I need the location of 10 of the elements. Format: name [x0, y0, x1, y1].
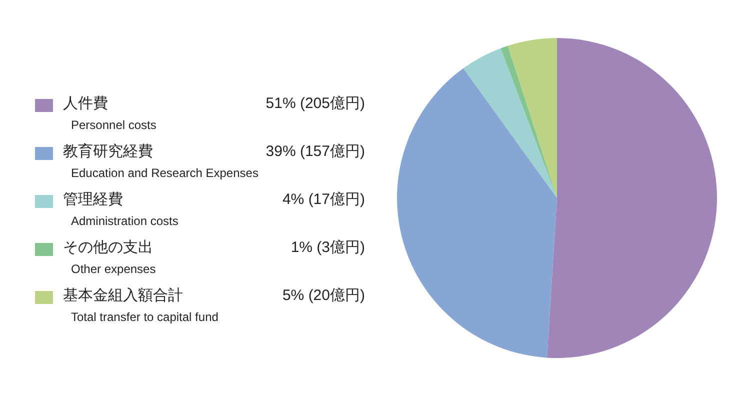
- data-label: 39% (157億円): [266, 142, 365, 161]
- data-label: 5% (20億円): [282, 286, 365, 305]
- legend-label: 管理経費 Administration costs: [63, 190, 178, 228]
- data-label: 4% (17億円): [282, 190, 365, 209]
- legend-label: 人件費 Personnel costs: [63, 94, 156, 132]
- legend-label: その他の支出 Other expenses: [63, 238, 156, 276]
- data-label: 51% (205億円): [266, 94, 365, 113]
- legend-label: 教育研究経費 Education and Research Expenses: [63, 142, 258, 180]
- legend-label: 基本金組入額合計 Total transfer to capital fund: [63, 286, 218, 324]
- data-label: 1% (3億円): [290, 238, 365, 257]
